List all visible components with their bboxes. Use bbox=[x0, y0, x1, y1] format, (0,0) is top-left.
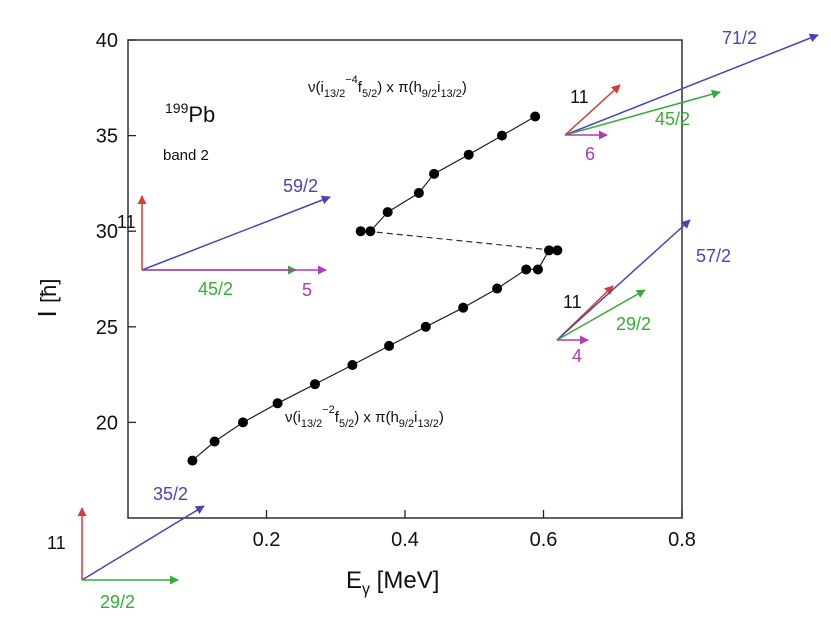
vector-diagram: 11 57/2 29/2 4 bbox=[556, 219, 731, 366]
axis-ticks: 0.2 0.4 0.6 0.8 20 25 30 35 40 bbox=[96, 30, 696, 551]
data-point bbox=[365, 226, 376, 237]
vector-label: 5 bbox=[302, 280, 312, 300]
vector-label: 11 bbox=[47, 533, 66, 553]
data-point bbox=[187, 455, 198, 466]
y-axis-label-unit: [ħ] bbox=[36, 279, 61, 303]
data-points bbox=[187, 111, 563, 466]
x-axis-label-main: E bbox=[346, 567, 362, 594]
band-curve bbox=[192, 249, 558, 462]
data-point bbox=[347, 360, 358, 371]
data-point bbox=[463, 149, 474, 160]
data-point bbox=[420, 321, 431, 332]
vector-label: 71/2 bbox=[722, 28, 757, 48]
data-point bbox=[429, 168, 440, 179]
vector-arrow bbox=[556, 289, 646, 341]
config-upper-label: ν(i13/2−4f5/2) x π(h9/2i13/2) bbox=[308, 74, 467, 100]
vector-label: 35/2 bbox=[153, 484, 188, 504]
data-point bbox=[355, 226, 366, 237]
vector-diagrams: 11 59/2 45/2 5 11 71/2 45/2 6 11 57/2 29/2 4 11 35/2 2… bbox=[47, 28, 819, 612]
vector-label: 11 bbox=[117, 212, 136, 232]
x-axis-label-sub: γ bbox=[362, 581, 370, 598]
x-tick-label: 0.8 bbox=[668, 529, 696, 551]
nucleus-symbol: Pb bbox=[188, 102, 215, 127]
x-tick-label: 0.4 bbox=[391, 529, 419, 551]
data-point bbox=[496, 130, 507, 141]
vector-arrow bbox=[564, 89, 721, 136]
vector-arrow bbox=[564, 33, 819, 136]
data-point bbox=[492, 283, 503, 294]
vector-label: 11 bbox=[570, 87, 589, 107]
vector-label: 57/2 bbox=[696, 246, 731, 266]
vector-diagram: 11 71/2 45/2 6 bbox=[564, 28, 819, 164]
x-axis-label: Eγ [MeV] bbox=[346, 567, 439, 598]
vector-label: 11 bbox=[563, 292, 582, 312]
data-point bbox=[530, 111, 541, 122]
data-point bbox=[413, 187, 424, 198]
data-point bbox=[272, 398, 283, 409]
x-axis-label-unit: [MeV] bbox=[370, 567, 439, 594]
band-connector bbox=[366, 230, 554, 251]
vector-label: 29/2 bbox=[100, 592, 135, 612]
data-point bbox=[382, 207, 393, 218]
band-label: band 2 bbox=[163, 147, 209, 164]
y-tick-label: 30 bbox=[96, 221, 118, 243]
x-tick-label: 0.2 bbox=[253, 529, 281, 551]
y-tick-label: 35 bbox=[96, 126, 118, 148]
config-lower-label: ν(i13/2−2f5/2) x π(h9/2i13/2) bbox=[285, 404, 444, 430]
vector-arrow bbox=[564, 84, 621, 136]
data-point bbox=[309, 379, 320, 390]
vector-arrow bbox=[81, 505, 205, 581]
nucleus-label: 199Pb bbox=[165, 100, 215, 127]
y-tick-label: 20 bbox=[96, 412, 118, 434]
vector-arrow bbox=[556, 219, 691, 341]
data-point bbox=[552, 245, 563, 256]
x-tick-label: 0.6 bbox=[530, 529, 558, 551]
y-axis-label: I [ħ] bbox=[32, 279, 62, 318]
vector-label: 29/2 bbox=[616, 314, 651, 334]
vector-label: 45/2 bbox=[655, 109, 690, 129]
vector-arrow bbox=[141, 195, 331, 271]
data-point bbox=[384, 340, 395, 351]
y-axis-label-main: I bbox=[32, 310, 62, 317]
data-point bbox=[521, 264, 532, 275]
vector-label: 4 bbox=[572, 346, 582, 366]
vector-diagram: 11 59/2 45/2 5 bbox=[117, 176, 331, 300]
data-point bbox=[237, 417, 248, 428]
y-tick-label: 40 bbox=[96, 30, 118, 52]
data-point bbox=[458, 302, 469, 313]
vector-diagram: 11 35/2 29/2 bbox=[47, 484, 205, 612]
data-point bbox=[544, 245, 555, 256]
vector-label: 59/2 bbox=[283, 176, 318, 196]
data-point bbox=[532, 264, 543, 275]
vector-label: 45/2 bbox=[198, 279, 233, 299]
nucleus-mass: 199 bbox=[165, 100, 189, 116]
vector-label: 6 bbox=[585, 144, 595, 164]
y-tick-label: 25 bbox=[96, 317, 118, 339]
data-point bbox=[209, 436, 220, 447]
